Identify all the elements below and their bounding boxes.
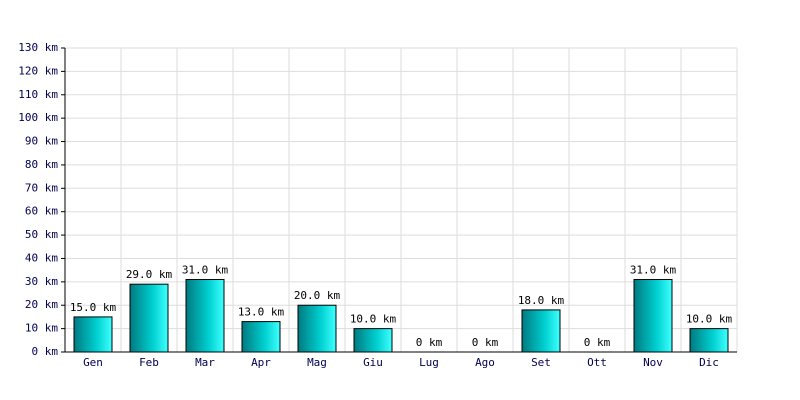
y-tick-label: 80 km [25,158,58,171]
y-tick-label: 110 km [18,88,58,101]
x-tick-label: Giu [363,356,383,369]
value-label: 15.0 km [70,301,117,314]
value-label: 10.0 km [686,313,733,326]
bar [129,283,169,353]
y-tick-label: 20 km [25,298,58,311]
x-tick-label: Set [531,356,551,369]
y-tick-label: 130 km [18,41,58,54]
y-tick-label: 0 km [32,345,59,358]
x-tick-label: Dic [699,356,719,369]
value-label: 0 km [472,336,499,349]
y-tick-label: 50 km [25,228,58,241]
value-label: 20.0 km [294,289,341,302]
value-label: 13.0 km [238,306,285,319]
bar [521,309,561,353]
y-tick-label: 90 km [25,135,58,148]
bar [689,328,729,353]
y-tick-label: 10 km [25,322,58,335]
value-label: 31.0 km [182,264,229,277]
x-tick-label: Mar [195,356,215,369]
y-tick-label: 70 km [25,181,58,194]
x-tick-label: Apr [251,356,271,369]
x-tick-label: Lug [419,356,439,369]
bar [185,279,225,353]
value-label: 31.0 km [630,264,677,277]
bar [73,316,113,353]
x-tick-label: Ott [587,356,607,369]
y-tick-label: 100 km [18,111,58,124]
value-label: 10.0 km [350,313,397,326]
y-tick-label: 30 km [25,275,58,288]
y-tick-label: 60 km [25,205,58,218]
value-label: 18.0 km [518,294,565,307]
bar [353,328,393,353]
x-tick-label: Feb [139,356,159,369]
bar [241,321,281,353]
value-label: 0 km [416,336,443,349]
bar [297,304,337,353]
bar [633,279,673,353]
x-tick-label: Ago [475,356,495,369]
y-tick-label: 40 km [25,251,58,264]
x-tick-label: Gen [83,356,103,369]
x-tick-label: Nov [643,356,663,369]
y-tick-label: 120 km [18,64,58,77]
value-label: 29.0 km [126,268,173,281]
x-tick-label: Mag [307,356,327,369]
value-label: 0 km [584,336,611,349]
